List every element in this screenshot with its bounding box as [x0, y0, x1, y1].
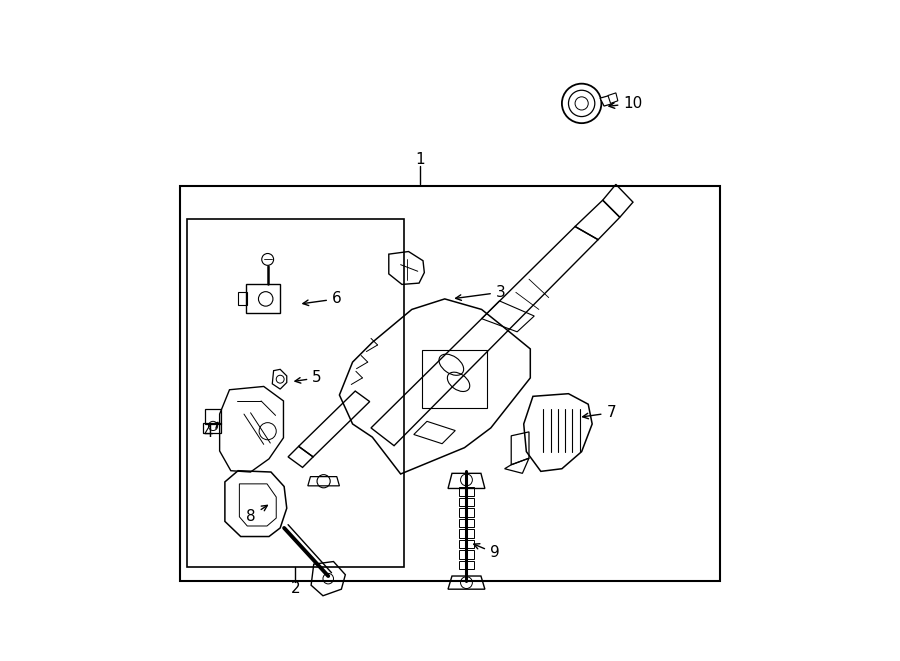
- Bar: [459, 519, 474, 527]
- Bar: [186, 219, 404, 567]
- Polygon shape: [600, 96, 613, 106]
- Bar: [180, 186, 720, 580]
- Bar: [202, 422, 220, 433]
- Bar: [459, 540, 474, 549]
- Text: 7: 7: [582, 405, 617, 420]
- Bar: [205, 409, 220, 424]
- Bar: [459, 498, 474, 506]
- Text: 6: 6: [303, 292, 342, 307]
- Text: 8: 8: [247, 506, 267, 524]
- Text: 1: 1: [416, 152, 425, 167]
- Text: 2: 2: [291, 581, 300, 596]
- Bar: [238, 292, 248, 305]
- Text: 10: 10: [609, 96, 643, 111]
- Text: 9: 9: [473, 544, 500, 561]
- Circle shape: [262, 253, 274, 265]
- Bar: [459, 529, 474, 538]
- Bar: [422, 350, 487, 408]
- Polygon shape: [608, 93, 617, 103]
- Text: 5: 5: [295, 370, 322, 385]
- Text: 3: 3: [455, 285, 506, 300]
- Text: 4: 4: [203, 422, 218, 440]
- Bar: [246, 284, 280, 313]
- Bar: [459, 508, 474, 517]
- Bar: [459, 551, 474, 559]
- Bar: [459, 561, 474, 569]
- Bar: [459, 487, 474, 496]
